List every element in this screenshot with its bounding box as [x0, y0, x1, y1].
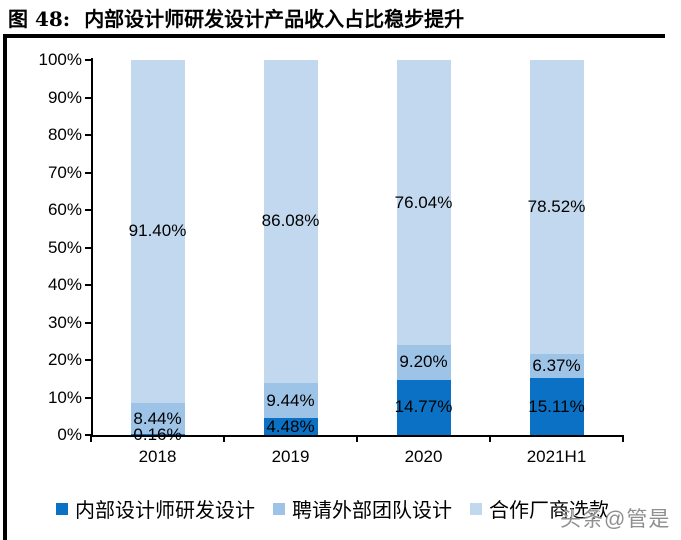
y-axis-tick — [85, 434, 92, 436]
data-label: 78.52% — [527, 197, 586, 217]
legend-item: 合作厂商选款 — [470, 494, 609, 523]
bar-segment-partner-vendor — [529, 60, 584, 355]
data-label: 9.20% — [399, 352, 448, 372]
data-label: 76.04% — [394, 192, 453, 212]
bar-segment-internal-designer — [263, 418, 318, 435]
y-axis-tick-label: 30% — [47, 312, 82, 332]
x-axis-tick — [223, 435, 225, 442]
x-axis-tick — [489, 435, 491, 442]
y-axis-tick-label: 40% — [47, 275, 82, 294]
y-axis-tick-label: 10% — [47, 387, 82, 407]
y-axis-tick-label: 90% — [47, 87, 82, 107]
y-axis-tick-label: 100% — [38, 50, 82, 69]
y-axis-tick — [85, 246, 92, 249]
y-axis-tick-label: 0% — [57, 425, 82, 444]
bar-segment-partner-vendor — [130, 60, 185, 403]
legend-label: 内部设计师研发设计 — [75, 498, 255, 522]
y-axis-tick — [85, 396, 92, 399]
y-axis-line — [91, 58, 93, 437]
bar-segment-external-team — [130, 402, 185, 435]
bar-segment-partner-vendor — [263, 60, 318, 383]
data-label: 4.48% — [266, 416, 315, 436]
legend-item: 聘请外部团队设计 — [273, 494, 452, 523]
legend-marker-icon — [273, 502, 285, 515]
x-axis-tick — [90, 435, 92, 442]
bar-segment-external-team — [263, 382, 318, 419]
data-label: 8.44% — [133, 408, 182, 428]
y-axis-tick-label: 50% — [47, 237, 82, 257]
frame-top-border — [3, 34, 665, 38]
bar-segment-internal-designer — [529, 378, 584, 435]
y-axis-tick — [85, 284, 92, 286]
chart-legend: 内部设计师研发设计 聘请外部团队设计 合作厂商选款 — [56, 494, 609, 523]
data-label: 0.16% — [133, 424, 182, 444]
frame-left-border — [3, 34, 7, 540]
data-label: 86.08% — [261, 211, 320, 231]
x-axis-category-label: 2020 — [404, 447, 443, 466]
data-label: 9.44% — [266, 390, 315, 410]
figure-title: 图 48: 内部设计师研发设计产品收入占比稳步提升 — [8, 3, 668, 32]
data-label: 14.77% — [394, 397, 453, 417]
x-axis-category-label: 2019 — [271, 447, 310, 466]
x-axis-tick — [356, 435, 358, 442]
watermark: 头条@管是 — [560, 508, 671, 531]
x-axis-category-label: 2018 — [138, 447, 177, 466]
legend-marker-icon — [56, 502, 68, 515]
y-axis-tick — [85, 321, 92, 324]
figure-title-text: 内部设计师研发设计产品收入占比稳步提升 — [84, 7, 465, 31]
legend-marker-icon — [470, 502, 482, 515]
x-axis-tick — [622, 435, 624, 442]
y-axis-tick — [85, 96, 92, 99]
y-axis-tick-label: 60% — [47, 200, 82, 219]
legend-item: 内部设计师研发设计 — [56, 494, 255, 523]
bar-segment-external-team — [529, 354, 584, 379]
bar-segment-external-team — [396, 345, 451, 380]
y-axis-tick — [85, 134, 92, 136]
y-axis-tick-label: 80% — [47, 125, 82, 144]
plot-area: 0.16% 8.44% 91.40% 4.48% 9.44% 86.08% 14.77% 9.… — [91, 59, 623, 444]
y-axis-tick — [85, 359, 92, 361]
bar-segment-internal-designer — [396, 379, 451, 435]
y-axis-tick — [85, 209, 92, 211]
legend-label: 合作厂商选款 — [489, 498, 609, 522]
data-label: 15.11% — [528, 396, 585, 416]
bar-segment-internal-designer — [130, 434, 185, 435]
legend-label: 聘请外部团队设计 — [292, 498, 452, 522]
y-axis-tick — [85, 171, 92, 174]
bar-segment-partner-vendor — [396, 59, 451, 346]
figure-number: 图 48: — [8, 7, 71, 31]
data-label: 91.40% — [128, 221, 187, 241]
y-axis-tick — [85, 59, 92, 61]
x-axis-category-label: 2021H1 — [526, 447, 587, 466]
y-axis-tick-label: 20% — [47, 350, 82, 369]
y-axis-tick-label: 70% — [47, 162, 82, 182]
data-label: 6.37% — [532, 356, 581, 376]
